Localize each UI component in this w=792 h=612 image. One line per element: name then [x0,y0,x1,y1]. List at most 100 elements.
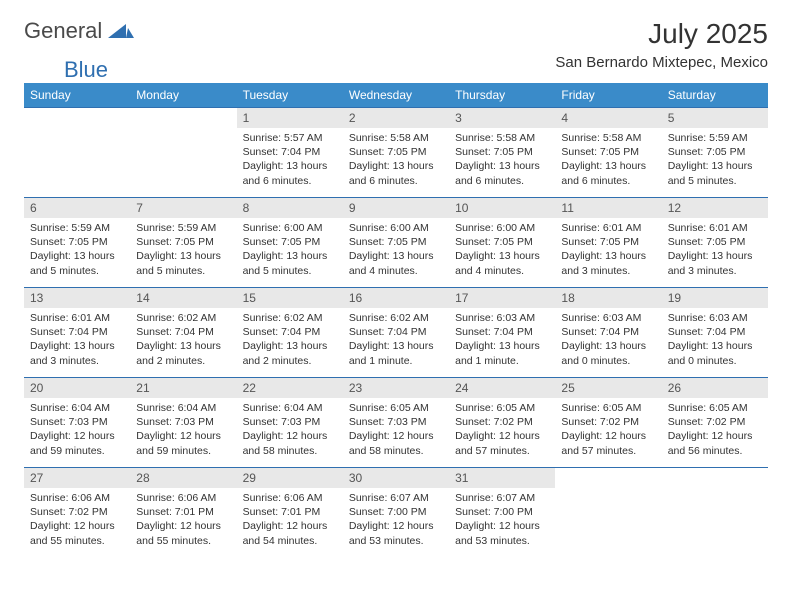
calendar-day-cell: 10Sunrise: 6:00 AMSunset: 7:05 PMDayligh… [449,198,555,288]
month-title: July 2025 [555,18,768,50]
day-number: 15 [237,288,343,308]
calendar-day-cell: 31Sunrise: 6:07 AMSunset: 7:00 PMDayligh… [449,468,555,558]
calendar-day-cell: 27Sunrise: 6:06 AMSunset: 7:02 PMDayligh… [24,468,130,558]
weekday-header: Thursday [449,83,555,108]
day-number: 11 [555,198,661,218]
weekday-header: Monday [130,83,236,108]
day-details: Sunrise: 6:05 AMSunset: 7:02 PMDaylight:… [449,398,555,461]
weekday-header: Wednesday [343,83,449,108]
day-number: 7 [130,198,236,218]
calendar-day-cell [555,468,661,558]
day-details: Sunrise: 6:07 AMSunset: 7:00 PMDaylight:… [343,488,449,551]
weekday-header: Sunday [24,83,130,108]
day-details: Sunrise: 5:58 AMSunset: 7:05 PMDaylight:… [343,128,449,191]
calendar-day-cell: 13Sunrise: 6:01 AMSunset: 7:04 PMDayligh… [24,288,130,378]
day-details: Sunrise: 6:00 AMSunset: 7:05 PMDaylight:… [449,218,555,281]
weekday-header-row: SundayMondayTuesdayWednesdayThursdayFrid… [24,83,768,108]
day-details: Sunrise: 6:07 AMSunset: 7:00 PMDaylight:… [449,488,555,551]
day-number: 4 [555,108,661,128]
calendar-day-cell: 19Sunrise: 6:03 AMSunset: 7:04 PMDayligh… [662,288,768,378]
calendar-week-row: 6Sunrise: 5:59 AMSunset: 7:05 PMDaylight… [24,198,768,288]
day-details: Sunrise: 6:06 AMSunset: 7:01 PMDaylight:… [130,488,236,551]
day-details: Sunrise: 6:05 AMSunset: 7:03 PMDaylight:… [343,398,449,461]
title-block: July 2025 San Bernardo Mixtepec, Mexico [555,18,768,71]
calendar-day-cell: 14Sunrise: 6:02 AMSunset: 7:04 PMDayligh… [130,288,236,378]
day-details: Sunrise: 6:04 AMSunset: 7:03 PMDaylight:… [130,398,236,461]
day-details: Sunrise: 6:06 AMSunset: 7:01 PMDaylight:… [237,488,343,551]
day-details: Sunrise: 6:03 AMSunset: 7:04 PMDaylight:… [555,308,661,371]
calendar-day-cell: 11Sunrise: 6:01 AMSunset: 7:05 PMDayligh… [555,198,661,288]
calendar-table: SundayMondayTuesdayWednesdayThursdayFrid… [24,83,768,558]
day-number: 30 [343,468,449,488]
calendar-body: 1Sunrise: 5:57 AMSunset: 7:04 PMDaylight… [24,108,768,558]
calendar-day-cell: 1Sunrise: 5:57 AMSunset: 7:04 PMDaylight… [237,108,343,198]
day-number: 28 [130,468,236,488]
calendar-day-cell: 17Sunrise: 6:03 AMSunset: 7:04 PMDayligh… [449,288,555,378]
day-number: 2 [343,108,449,128]
day-number: 25 [555,378,661,398]
day-details: Sunrise: 6:02 AMSunset: 7:04 PMDaylight:… [237,308,343,371]
day-number: 18 [555,288,661,308]
calendar-day-cell: 2Sunrise: 5:58 AMSunset: 7:05 PMDaylight… [343,108,449,198]
brand-icon [108,20,134,43]
day-number: 3 [449,108,555,128]
weekday-header: Friday [555,83,661,108]
day-details: Sunrise: 5:58 AMSunset: 7:05 PMDaylight:… [449,128,555,191]
day-number: 12 [662,198,768,218]
calendar-day-cell: 29Sunrise: 6:06 AMSunset: 7:01 PMDayligh… [237,468,343,558]
calendar-day-cell: 4Sunrise: 5:58 AMSunset: 7:05 PMDaylight… [555,108,661,198]
day-number: 31 [449,468,555,488]
calendar-day-cell: 26Sunrise: 6:05 AMSunset: 7:02 PMDayligh… [662,378,768,468]
calendar-day-cell: 8Sunrise: 6:00 AMSunset: 7:05 PMDaylight… [237,198,343,288]
day-number: 16 [343,288,449,308]
calendar-day-cell: 3Sunrise: 5:58 AMSunset: 7:05 PMDaylight… [449,108,555,198]
calendar-week-row: 20Sunrise: 6:04 AMSunset: 7:03 PMDayligh… [24,378,768,468]
calendar-day-cell: 16Sunrise: 6:02 AMSunset: 7:04 PMDayligh… [343,288,449,378]
calendar-day-cell: 15Sunrise: 6:02 AMSunset: 7:04 PMDayligh… [237,288,343,378]
day-details: Sunrise: 5:59 AMSunset: 7:05 PMDaylight:… [662,128,768,191]
day-details: Sunrise: 6:01 AMSunset: 7:05 PMDaylight:… [662,218,768,281]
calendar-day-cell: 22Sunrise: 6:04 AMSunset: 7:03 PMDayligh… [237,378,343,468]
calendar-day-cell: 5Sunrise: 5:59 AMSunset: 7:05 PMDaylight… [662,108,768,198]
header: General July 2025 San Bernardo Mixtepec,… [24,18,768,71]
day-details: Sunrise: 6:01 AMSunset: 7:04 PMDaylight:… [24,308,130,371]
day-number: 17 [449,288,555,308]
calendar-day-cell: 25Sunrise: 6:05 AMSunset: 7:02 PMDayligh… [555,378,661,468]
calendar-day-cell [24,108,130,198]
calendar-week-row: 13Sunrise: 6:01 AMSunset: 7:04 PMDayligh… [24,288,768,378]
brand-part2: Blue [64,57,108,83]
day-details: Sunrise: 6:02 AMSunset: 7:04 PMDaylight:… [130,308,236,371]
day-number: 5 [662,108,768,128]
day-details: Sunrise: 6:04 AMSunset: 7:03 PMDaylight:… [24,398,130,461]
calendar-week-row: 27Sunrise: 6:06 AMSunset: 7:02 PMDayligh… [24,468,768,558]
brand-logo: General [24,18,136,44]
day-details: Sunrise: 6:05 AMSunset: 7:02 PMDaylight:… [662,398,768,461]
day-details: Sunrise: 6:03 AMSunset: 7:04 PMDaylight:… [449,308,555,371]
day-details: Sunrise: 5:59 AMSunset: 7:05 PMDaylight:… [130,218,236,281]
location: San Bernardo Mixtepec, Mexico [555,54,768,71]
day-details: Sunrise: 6:00 AMSunset: 7:05 PMDaylight:… [237,218,343,281]
day-details: Sunrise: 6:06 AMSunset: 7:02 PMDaylight:… [24,488,130,551]
calendar-day-cell [662,468,768,558]
day-number: 9 [343,198,449,218]
day-number: 6 [24,198,130,218]
day-details: Sunrise: 5:59 AMSunset: 7:05 PMDaylight:… [24,218,130,281]
day-details: Sunrise: 6:03 AMSunset: 7:04 PMDaylight:… [662,308,768,371]
calendar-day-cell: 12Sunrise: 6:01 AMSunset: 7:05 PMDayligh… [662,198,768,288]
day-details: Sunrise: 5:58 AMSunset: 7:05 PMDaylight:… [555,128,661,191]
day-details: Sunrise: 6:05 AMSunset: 7:02 PMDaylight:… [555,398,661,461]
calendar-day-cell: 9Sunrise: 6:00 AMSunset: 7:05 PMDaylight… [343,198,449,288]
day-number: 13 [24,288,130,308]
calendar-day-cell: 6Sunrise: 5:59 AMSunset: 7:05 PMDaylight… [24,198,130,288]
calendar-day-cell: 18Sunrise: 6:03 AMSunset: 7:04 PMDayligh… [555,288,661,378]
calendar-day-cell [130,108,236,198]
day-number: 8 [237,198,343,218]
day-details: Sunrise: 6:01 AMSunset: 7:05 PMDaylight:… [555,218,661,281]
day-number: 22 [237,378,343,398]
calendar-day-cell: 21Sunrise: 6:04 AMSunset: 7:03 PMDayligh… [130,378,236,468]
calendar-day-cell: 23Sunrise: 6:05 AMSunset: 7:03 PMDayligh… [343,378,449,468]
calendar-day-cell: 7Sunrise: 5:59 AMSunset: 7:05 PMDaylight… [130,198,236,288]
weekday-header: Saturday [662,83,768,108]
day-number: 24 [449,378,555,398]
weekday-header: Tuesday [237,83,343,108]
